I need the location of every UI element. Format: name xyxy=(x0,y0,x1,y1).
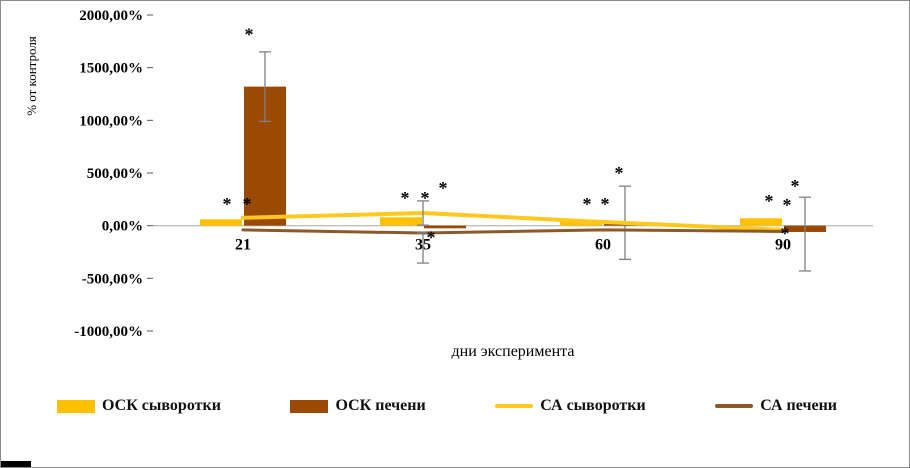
x-category-label: 60 xyxy=(595,237,611,254)
significance-asterisk: * xyxy=(401,188,410,208)
y-tick-label: -500,00% xyxy=(82,271,143,287)
y-tick-label: 500,00% xyxy=(87,166,143,182)
chart-legend: ОСК сыворотки ОСК печени СА сыворотки СА пе… xyxy=(57,397,837,415)
legend-item: ОСК печени xyxy=(290,397,426,415)
screenshot-artifact xyxy=(1,461,31,467)
significance-asterisk: * xyxy=(601,194,610,214)
significance-asterisk: * xyxy=(765,191,774,211)
line-series xyxy=(241,211,785,232)
chart-plot: 2000,00% 1500,00% 1000,00% 500,00% 0,00% -500… xyxy=(74,8,873,340)
x-category-label: 90 xyxy=(775,237,791,254)
legend-swatch-line xyxy=(715,404,754,408)
x-category-label: 21 xyxy=(235,237,251,254)
legend-label: ОСК сыворотки xyxy=(102,397,221,414)
significance-asterisk: * xyxy=(427,228,436,248)
significance-asterisk: * xyxy=(783,195,792,215)
y-tick-label: 1500,00% xyxy=(79,61,143,77)
x-axis-label: дни эксперимента xyxy=(451,343,575,360)
significance-asterisk: * xyxy=(245,24,254,44)
bar xyxy=(740,218,782,226)
legend-item: СА сыворотки xyxy=(495,397,646,415)
significance-asterisk: * xyxy=(781,223,790,243)
significance-asterisk: * xyxy=(223,194,232,214)
legend-swatch-line xyxy=(495,404,534,408)
legend-label: СА печени xyxy=(760,397,837,414)
bar xyxy=(200,219,242,226)
y-tick-label: 2000,00% xyxy=(79,8,143,24)
x-category-label: 35 xyxy=(415,237,431,254)
legend-swatch-bar xyxy=(290,399,329,413)
significance-asterisk: * xyxy=(615,163,624,183)
bar xyxy=(424,225,466,229)
y-tick-label: -1000,00% xyxy=(74,324,143,340)
significance-asterisk: * xyxy=(421,188,430,208)
significance-asterisk: * xyxy=(243,194,252,214)
line-series xyxy=(241,228,785,235)
y-tick-label: 0,00% xyxy=(102,219,143,235)
y-axis-label: % от контроля xyxy=(24,36,39,116)
significance-asterisk: * xyxy=(439,178,448,198)
bar xyxy=(560,221,602,226)
legend-swatch-bar xyxy=(57,399,95,413)
legend-item: СА печени xyxy=(715,397,837,415)
significance-asterisk: * xyxy=(583,194,592,214)
legend-item: ОСК сыворотки xyxy=(57,397,221,415)
significance-asterisk: * xyxy=(791,176,800,196)
bar xyxy=(380,217,422,226)
legend-label: ОСК печени xyxy=(335,397,426,414)
legend-label: СА сыворотки xyxy=(540,397,646,414)
y-tick-label: 1000,00% xyxy=(79,113,143,129)
